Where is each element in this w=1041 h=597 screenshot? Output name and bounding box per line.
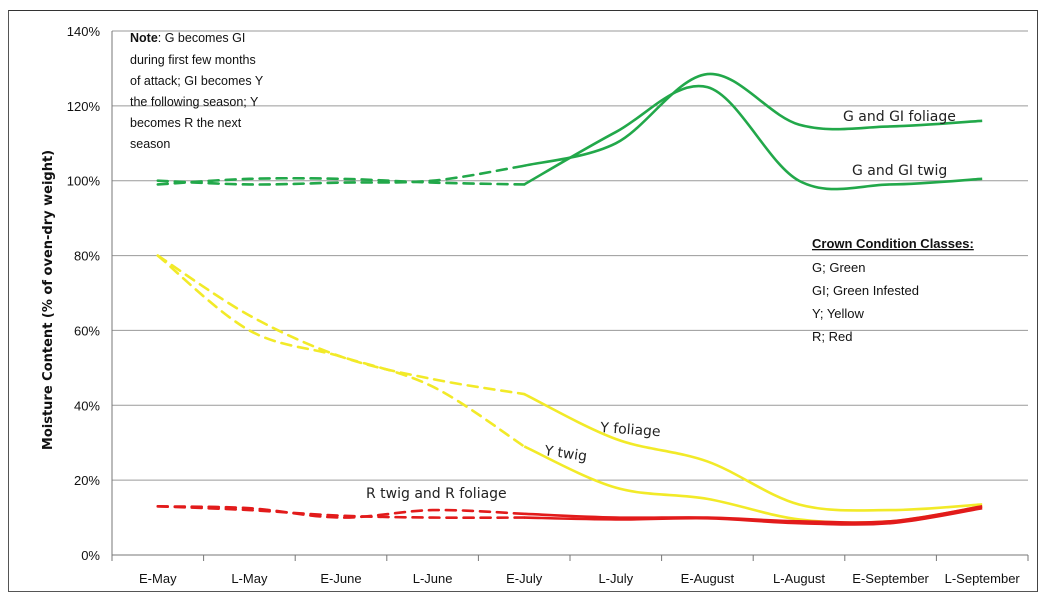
x-tick-label: L-August bbox=[773, 571, 825, 586]
y-tick-label: 0% bbox=[81, 548, 100, 563]
series-line-dashed-g-and-gi-foliage bbox=[156, 164, 526, 186]
series-line-dashed-r-twig-and-r-foliage bbox=[156, 505, 526, 519]
legend-item-green: G; Green bbox=[812, 260, 865, 275]
y-tick-label: 80% bbox=[74, 249, 100, 264]
note-line-2: of attack; GI becomes Y bbox=[130, 74, 264, 88]
svg-text:Note: G becomes GI: Note: G becomes GI bbox=[130, 31, 245, 45]
series-line-dashed-y-foliage bbox=[156, 254, 526, 396]
series-lines bbox=[156, 72, 983, 526]
note-line-0: : G becomes GI bbox=[158, 31, 246, 45]
note-block: Note: G becomes GI during first few mont… bbox=[130, 31, 264, 151]
y-tick-label: 40% bbox=[74, 398, 100, 413]
y-tick-label: 140% bbox=[67, 24, 101, 39]
label-g-twig: G and GI twig bbox=[852, 163, 947, 179]
note-line-5: season bbox=[130, 137, 170, 151]
label-y-twig: Y twig bbox=[542, 443, 588, 465]
x-tick-label: L-July bbox=[598, 571, 633, 586]
x-tick-label: E-August bbox=[681, 571, 735, 586]
legend-item-green-infested: GI; Green Infested bbox=[812, 283, 919, 298]
note-line-4: becomes R the next bbox=[130, 116, 242, 130]
label-y-foliage: Y foliage bbox=[599, 420, 661, 440]
label-g-foliage: G and GI foliage bbox=[843, 109, 956, 125]
note-line-1: during first few months bbox=[130, 53, 256, 67]
y-axis-label: Moisture Content (% of oven-dry weight) bbox=[41, 150, 56, 450]
series-line-solid-y-foliage bbox=[523, 392, 983, 512]
note-line-3: the following season; Y bbox=[130, 95, 259, 109]
legend-title: Crown Condition Classes: bbox=[812, 236, 974, 251]
series-line-dashed-g-and-gi-twig bbox=[156, 176, 526, 186]
chart-frame bbox=[8, 10, 1038, 592]
label-r: R twig and R foliage bbox=[366, 486, 507, 502]
x-tick-label: E-May bbox=[139, 571, 177, 586]
x-tick-label: E-July bbox=[506, 571, 543, 586]
series-line-dashed-r-lower bbox=[156, 505, 526, 520]
legend-item-yellow: Y; Yellow bbox=[812, 306, 865, 321]
x-tick-label: L-September bbox=[945, 571, 1021, 586]
y-tick-labels: 0% 20% 40% 60% 80% 100% 120% 140% bbox=[67, 24, 101, 563]
x-tick-label: L-June bbox=[413, 571, 453, 586]
series-line-dashed-y-twig bbox=[156, 254, 526, 448]
y-tick-label: 20% bbox=[74, 473, 100, 488]
y-tick-label: 60% bbox=[74, 323, 100, 338]
series-line-solid-g-and-gi-twig bbox=[523, 84, 983, 191]
x-tick-labels: E-May L-May E-June L-June E-July L-July E-Augu… bbox=[139, 571, 1020, 586]
x-tick-label: L-May bbox=[231, 571, 268, 586]
gridlines bbox=[111, 30, 1029, 561]
note-title: Note bbox=[130, 31, 158, 45]
legend-item-red: R; Red bbox=[812, 329, 852, 344]
series-line-solid-r-lower bbox=[524, 506, 983, 526]
y-tick-label: 120% bbox=[67, 99, 101, 114]
series-line-solid-g-and-gi-foliage bbox=[523, 72, 983, 168]
x-tick-label: E-June bbox=[320, 571, 361, 586]
x-tick-label: E-September bbox=[852, 571, 929, 586]
y-tick-label: 100% bbox=[67, 174, 101, 189]
legend: Crown Condition Classes: G; Green GI; Gr… bbox=[812, 236, 974, 344]
